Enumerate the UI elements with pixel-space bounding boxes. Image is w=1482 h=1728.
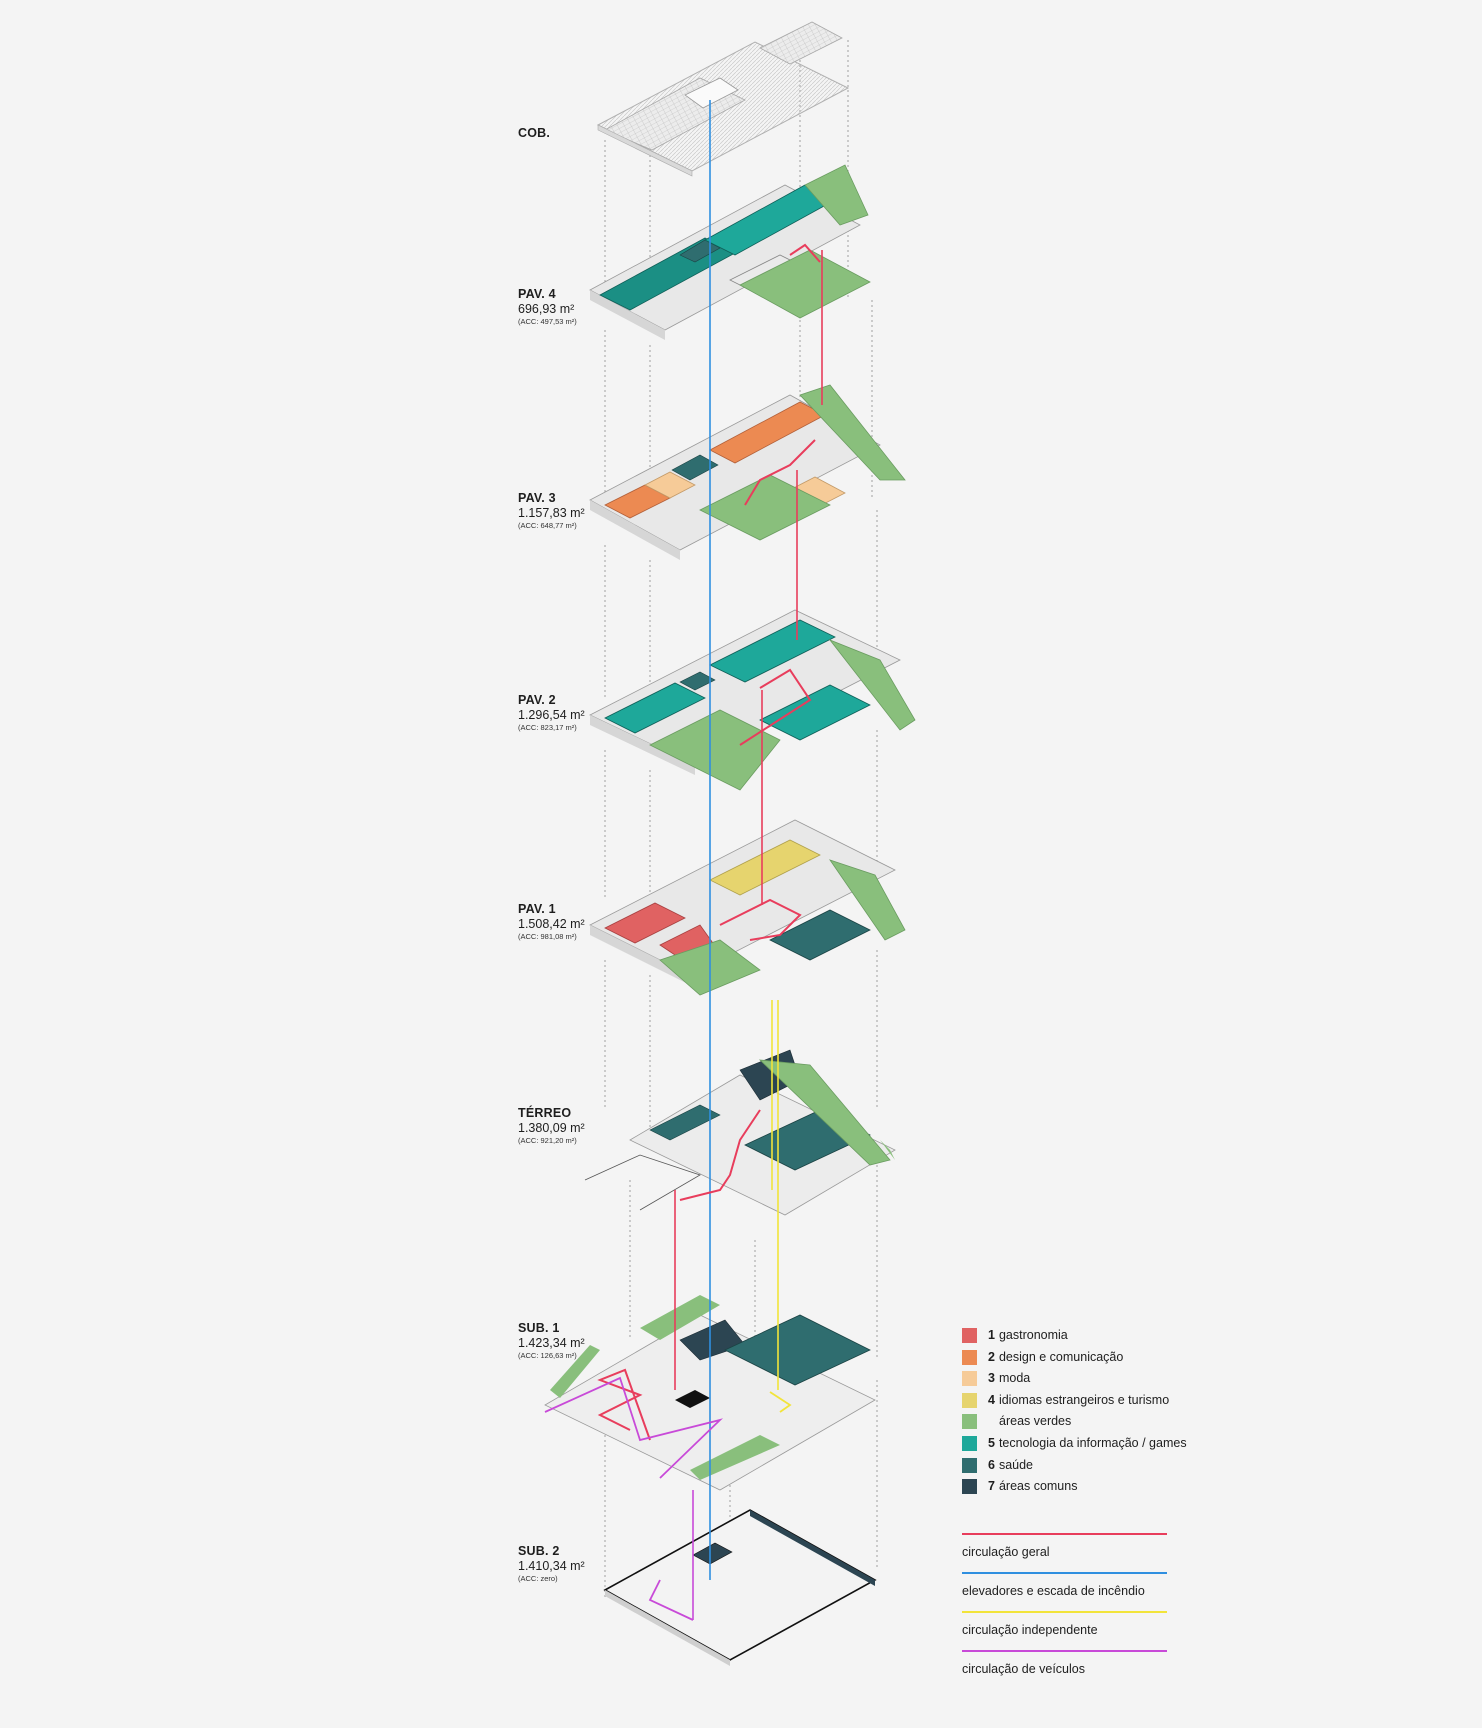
swatch-areas-verdes: [962, 1414, 977, 1430]
legend-line-label: circulação geral: [962, 1545, 1050, 1559]
level-name: COB.: [518, 126, 551, 140]
floor-circulation-paths: [597, 243, 821, 1441]
legend-num: 5: [988, 1435, 995, 1450]
level-cob: COB.: [518, 126, 551, 140]
plate-terreo: [584, 1049, 896, 1216]
legend-label: gastronomia: [998, 1328, 1068, 1342]
legend-num: 2: [988, 1349, 995, 1364]
swatch-saude: [962, 1457, 977, 1473]
level-area: 1.157,83 m²: [518, 506, 585, 521]
level-acc: (ACC: 921,20 m²): [518, 1136, 577, 1146]
level-name: PAV. 2: [518, 693, 556, 707]
level-area: 1.508,42 m²: [518, 917, 585, 932]
legend-label: moda: [998, 1371, 1031, 1386]
swatch-tecnologia: [962, 1435, 977, 1451]
level-area: 696,93 m²: [518, 302, 575, 317]
level-acc: (ACC: 126,63 m²): [518, 1351, 577, 1361]
level-acc: (ACC: 823,17 m²): [518, 723, 577, 733]
legend-label: design e comunicação: [998, 1349, 1124, 1364]
plate-sub2: [603, 1509, 877, 1666]
vehicle-circulation-path: [544, 1376, 724, 1621]
level-acc: (ACC: 497,53 m²): [518, 317, 577, 327]
swatch-gastronomia: [962, 1328, 977, 1343]
legend-item: 1 gastronomia: [962, 1327, 1242, 1349]
legend-num: 6: [988, 1457, 995, 1472]
legend-item: 3 moda: [962, 1370, 1242, 1392]
legend-label: saúde: [998, 1457, 1034, 1472]
legend-line-label: circulação independente: [962, 1623, 1098, 1637]
level-pav4: PAV. 4 696,93 m² (ACC: 497,53 m²): [518, 287, 577, 327]
plate-pav2: [589, 609, 916, 791]
line-swatch-circulacao-geral: [962, 1533, 1167, 1535]
level-pav3: PAV. 3 1.157,83 m² (ACC: 648,77 m²): [518, 491, 585, 531]
level-name: PAV. 3: [518, 491, 556, 505]
level-terreo: TÉRREO 1.380,09 m² (ACC: 921,20 m²): [518, 1106, 585, 1146]
level-area: 1.410,34 m²: [518, 1559, 585, 1574]
legend-label: áreas comuns: [998, 1479, 1078, 1494]
legend-num: 7: [988, 1479, 995, 1494]
plate-pav3: [589, 384, 906, 560]
swatch-areas-comuns: [962, 1479, 977, 1495]
roof-plate: [596, 21, 850, 177]
legend-label: áreas verdes: [999, 1414, 1072, 1429]
level-name: PAV. 4: [518, 287, 556, 301]
legend-label: tecnologia da informação / games: [998, 1435, 1187, 1450]
swatch-moda: [962, 1371, 977, 1387]
legend-uses: 1 gastronomia 2 design e comunicação 3 moda…: [962, 1327, 1242, 1500]
level-name: TÉRREO: [518, 1106, 572, 1120]
level-acc: (ACC: 648,77 m²): [518, 521, 577, 531]
legend-line-label: circulação de veículos: [962, 1662, 1085, 1676]
level-pav1: PAV. 1 1.508,42 m² (ACC: 981,08 m²): [518, 902, 585, 942]
line-swatch-circulacao-independente: [962, 1611, 1167, 1613]
level-acc: (ACC: zero): [518, 1574, 558, 1584]
level-area: 1.296,54 m²: [518, 708, 585, 723]
legend-label: idiomas estrangeiros e turismo: [998, 1392, 1170, 1407]
level-name: SUB. 2: [518, 1544, 560, 1558]
legend-item: 5 tecnologia da informação / games: [962, 1435, 1242, 1457]
level-name: SUB. 1: [518, 1321, 560, 1335]
swatch-idiomas: [962, 1392, 977, 1408]
legend-item: 7 áreas comuns: [962, 1478, 1242, 1500]
level-sub2: SUB. 2 1.410,34 m² (ACC: zero): [518, 1544, 585, 1584]
legend-item: áreas verdes: [962, 1413, 1242, 1435]
line-swatch-elevadores: [962, 1572, 1167, 1574]
line-swatch-circulacao-veiculos: [962, 1650, 1167, 1652]
legend-item: 6 saúde: [962, 1457, 1242, 1479]
vertical-circulation: [674, 100, 823, 1620]
level-pav2: PAV. 2 1.296,54 m² (ACC: 823,17 m²): [518, 693, 585, 733]
legend-item: 2 design e comunicação: [962, 1349, 1242, 1371]
level-name: PAV. 1: [518, 902, 556, 916]
yellow-entry: [769, 1391, 792, 1413]
legend-num: 3: [988, 1371, 995, 1386]
swatch-design: [962, 1349, 977, 1365]
plate-pav1: [589, 819, 906, 996]
legend-num: 1: [988, 1328, 995, 1342]
legend-num: 4: [988, 1392, 995, 1407]
legend-item: 4 idiomas estrangeiros e turismo: [962, 1392, 1242, 1414]
legend-line-label: elevadores e escada de incêndio: [962, 1584, 1145, 1598]
plate-pav4: [589, 164, 871, 340]
level-sub1: SUB. 1 1.423,34 m² (ACC: 126,63 m²): [518, 1321, 585, 1361]
level-area: 1.423,34 m²: [518, 1336, 585, 1351]
level-acc: (ACC: 981,08 m²): [518, 932, 577, 942]
level-area: 1.380,09 m²: [518, 1121, 585, 1136]
